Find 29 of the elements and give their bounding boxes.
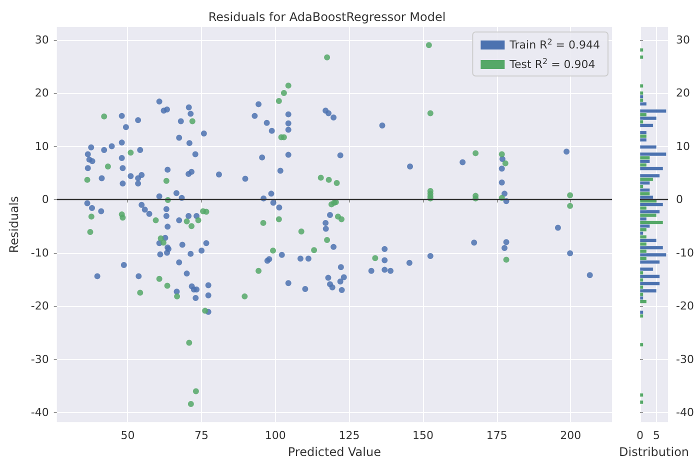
y-tick-label: 0 [42,193,49,206]
x-tick-label: 0 [636,429,644,442]
x-tick-label: 175 [486,429,508,442]
y-tick-label: -40 [30,406,49,420]
x-axis-title: Predicted Value [288,445,381,459]
x-tick-label: 5 [652,429,660,442]
y-tick-label: 30 [676,33,690,46]
y-tick-label: -10 [30,246,49,260]
y-tick-label: -20 [676,300,694,313]
y-tick-label: 10 [676,140,690,153]
y-tick-label: -40 [676,406,694,420]
y-tick-label: -30 [676,352,694,366]
y-tick-label: 30 [34,33,49,46]
y-tick-label: -10 [676,246,694,260]
x-tick-label: 50 [120,429,135,442]
y-tick-label: 10 [34,140,49,153]
y-tick-label: 20 [34,86,49,100]
y-tick-label: 0 [676,193,683,206]
x-tick-label: 100 [264,429,286,442]
y-axis-title: Residuals [7,196,21,254]
y-tick-label: -20 [30,300,49,313]
x-tick-label: 150 [412,429,434,442]
x-tick-label: 125 [338,429,360,442]
y-tick-label: 20 [676,86,690,100]
x-tick-label: 200 [560,429,582,442]
chart-title: Residuals for AdaBoostRegressor Model [208,10,446,24]
x-axis-title: Distribution [618,445,690,459]
x-tick-label: 75 [194,429,209,442]
y-tick-label: -30 [30,352,49,366]
